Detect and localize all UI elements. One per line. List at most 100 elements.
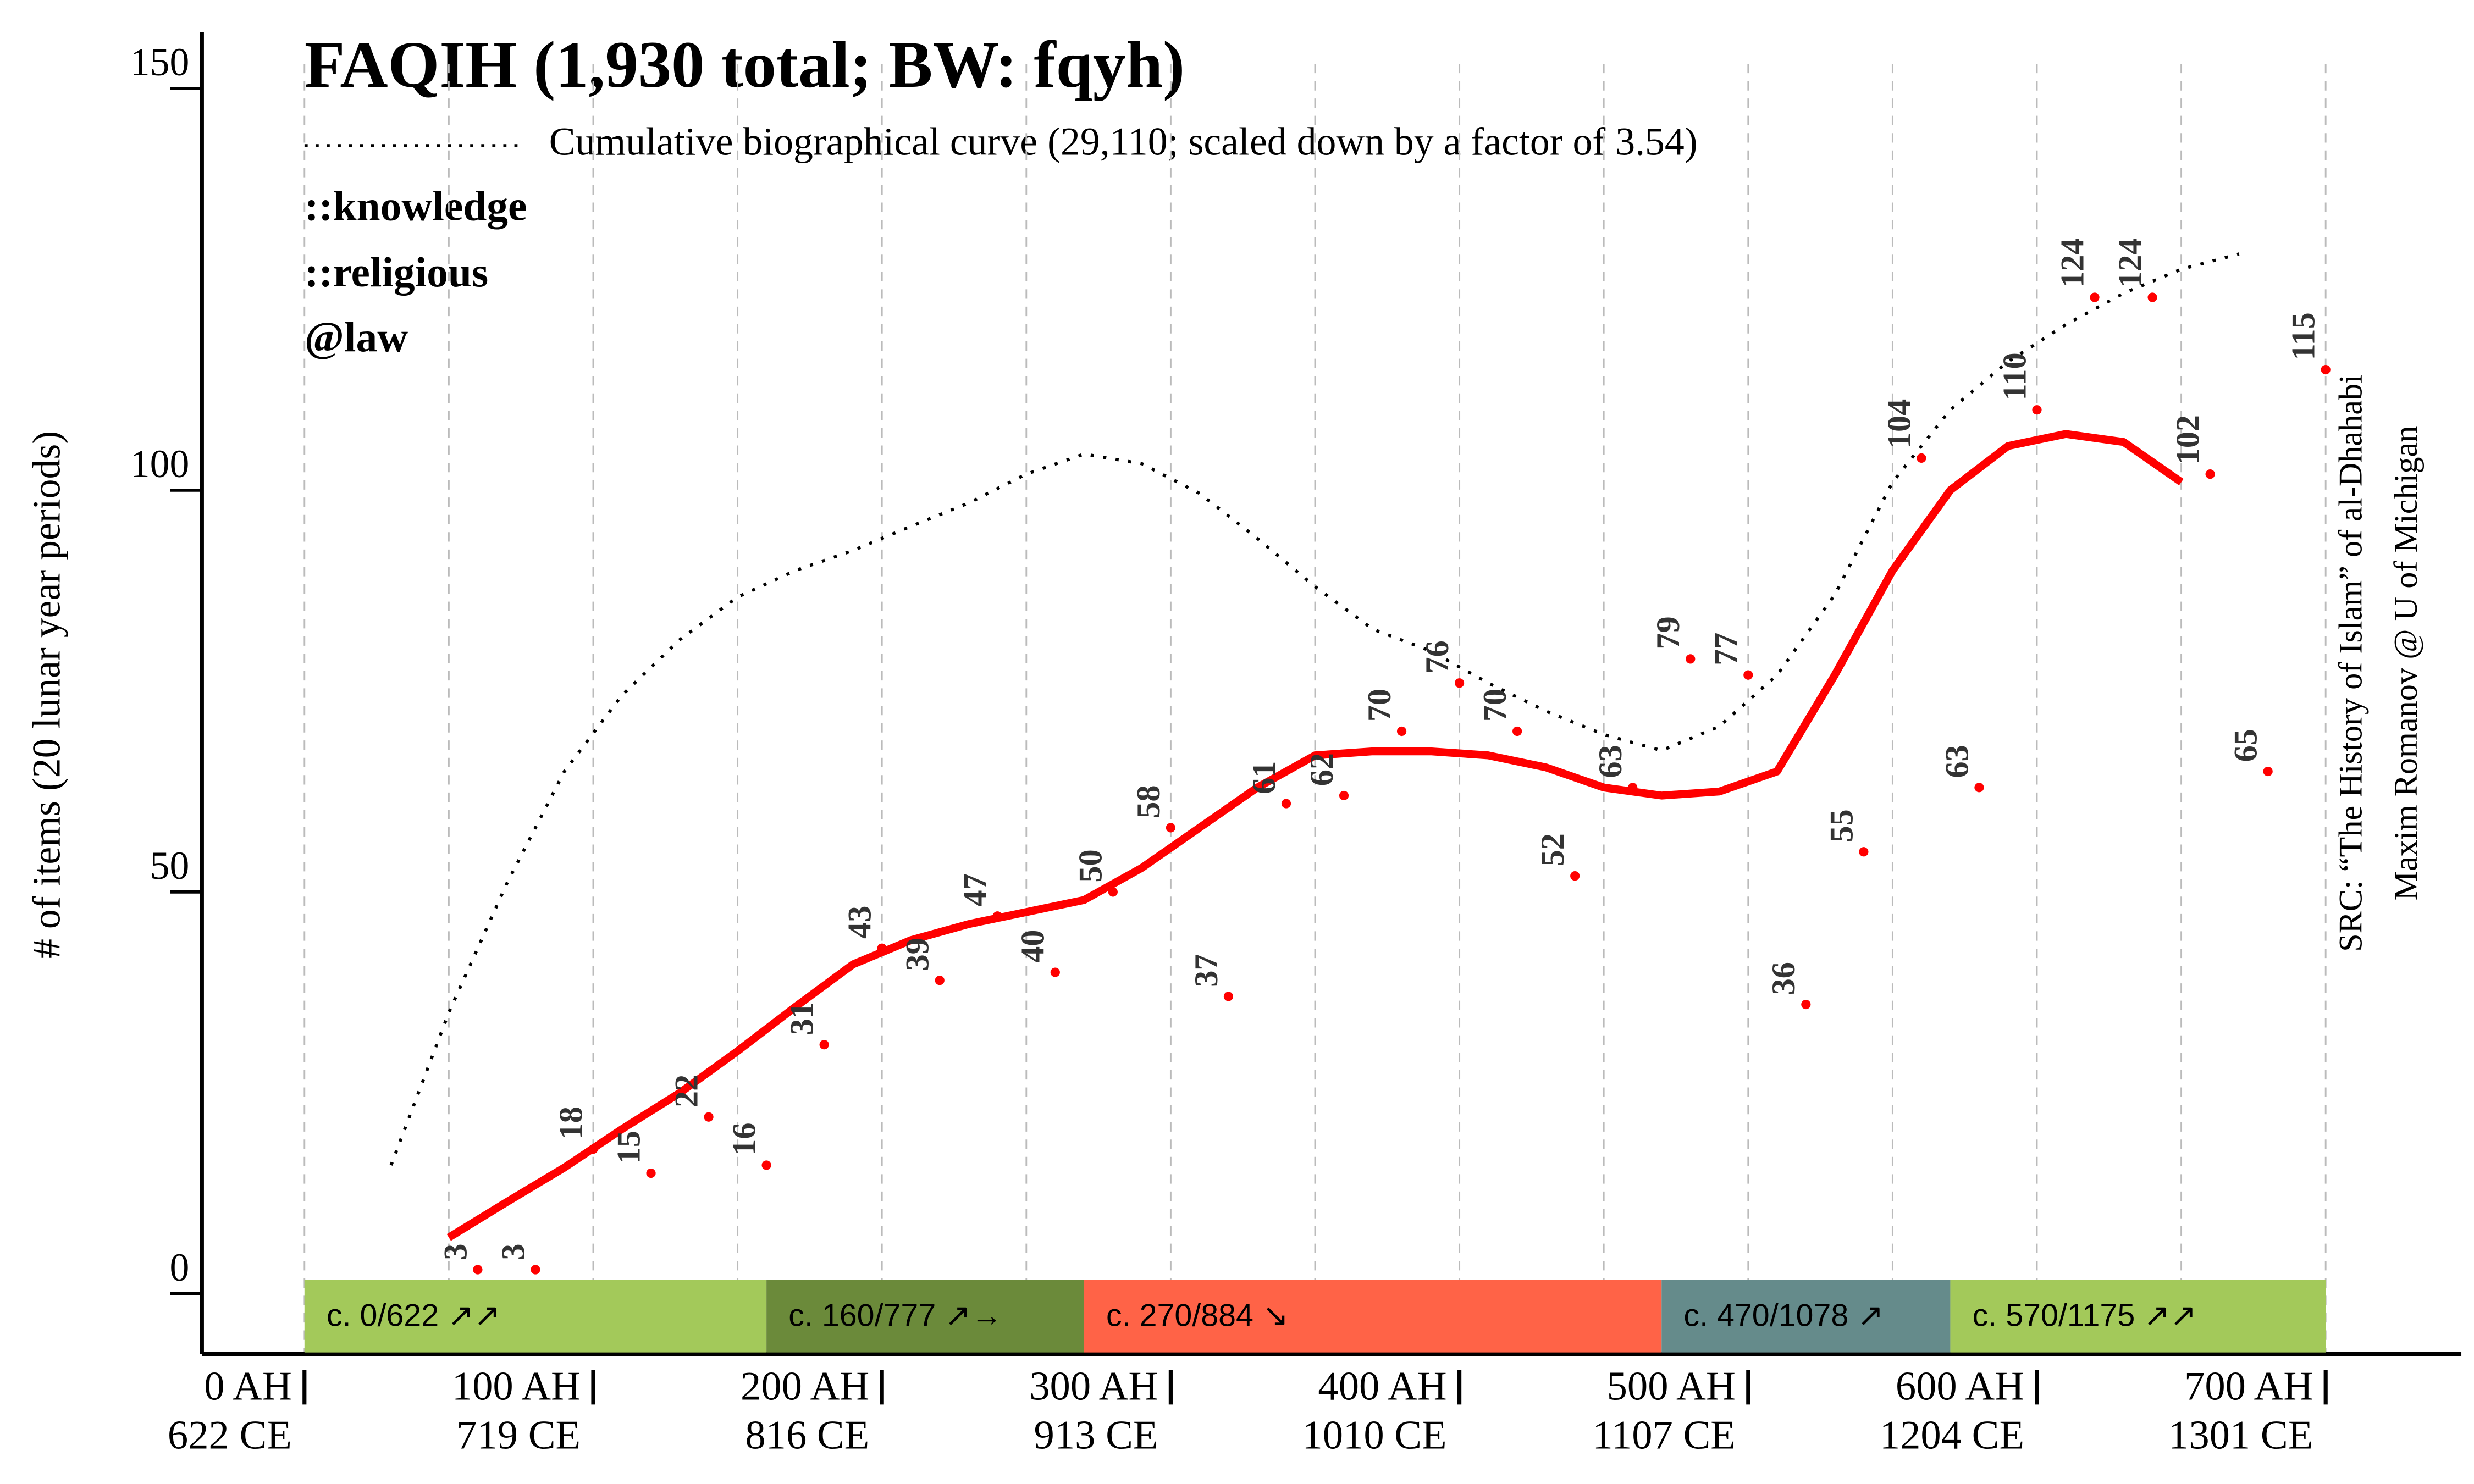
data-point: [1223, 992, 1234, 1001]
data-label: 79: [1650, 616, 1687, 649]
period-label: c. 160/777 ↗→: [788, 1298, 1002, 1333]
data-point: [1628, 783, 1638, 793]
data-label: 40: [1015, 930, 1052, 963]
data-point: [646, 1168, 656, 1178]
data-point: [1281, 799, 1291, 809]
data-label: 22: [668, 1075, 705, 1108]
period-band: [766, 1280, 1084, 1353]
data-point: [2205, 469, 2215, 479]
x-tick-label: 0 AH: [204, 1364, 292, 1409]
data-point: [1686, 654, 1696, 664]
y-tick-label: 100: [130, 442, 190, 486]
data-point: [935, 976, 945, 985]
tag: ::religious: [305, 248, 488, 296]
data-label: 18: [553, 1106, 589, 1139]
data-label: 63: [1592, 745, 1629, 778]
data-label: 102: [2170, 415, 2207, 464]
data-point: [1570, 871, 1580, 881]
y-tick-label: 150: [130, 40, 190, 84]
data-label: 70: [1361, 689, 1398, 722]
data-point: [2090, 292, 2100, 302]
data-label: 70: [1477, 689, 1514, 722]
period-label: c. 270/884 ↘: [1106, 1298, 1289, 1333]
data-label: 39: [899, 938, 936, 971]
data-point: [704, 1112, 714, 1122]
data-point: [2032, 405, 2042, 415]
data-point: [588, 1144, 598, 1154]
y-tick-label: 50: [150, 844, 190, 888]
x-tick-label: 816 CE: [745, 1413, 869, 1458]
data-label: 76: [1419, 640, 1456, 673]
period-label: c. 0/622 ↗↗: [327, 1298, 500, 1333]
data-point: [2147, 292, 2157, 302]
data-point: [1917, 453, 1926, 463]
x-tick-label: 719 CE: [456, 1413, 581, 1458]
data-point: [1050, 967, 1060, 977]
data-point: [1743, 670, 1753, 680]
period-band: [1950, 1280, 2326, 1353]
data-point: [819, 1040, 829, 1050]
data-label: 52: [1534, 833, 1571, 866]
data-label: 15: [610, 1131, 647, 1164]
data-label: 63: [1939, 745, 1975, 778]
x-tick-label: 622 CE: [168, 1413, 292, 1458]
trend-line: [446, 430, 2184, 1241]
data-label: 124: [2112, 238, 2149, 287]
data-label: 62: [1304, 753, 1340, 786]
x-tick-label: 1107 CE: [1592, 1413, 1735, 1458]
data-point: [1801, 999, 1811, 1010]
data-label: 3: [495, 1244, 532, 1260]
data-point: [1108, 887, 1118, 897]
x-tick-label: 1204 CE: [1880, 1413, 2024, 1458]
x-tick-label: 100 AH: [452, 1364, 581, 1409]
data-label: 16: [726, 1122, 763, 1155]
period-label: c. 570/1175 ↗↗: [1973, 1298, 2197, 1333]
data-label: 3: [437, 1244, 474, 1260]
data-label: 104: [1881, 399, 1918, 448]
data-label: 58: [1130, 785, 1167, 818]
data-label: 50: [1073, 849, 1109, 882]
data-label: 77: [1708, 633, 1744, 666]
source-note: Maxim Romanov @ U of Michigan: [2388, 426, 2425, 901]
legend-label: Cumulative biographical curve (29,110; s…: [549, 120, 1698, 164]
data-point: [1339, 790, 1349, 801]
data-point: [761, 1160, 771, 1170]
y-axis-label: # of items (20 lunar year periods): [24, 431, 68, 959]
period-band: [304, 1280, 767, 1353]
source-note: SRC: “The History of Islam” of al-Dhahab…: [2333, 374, 2370, 952]
data-point: [1166, 823, 1176, 833]
period-band: [1084, 1280, 1662, 1353]
x-tick-label: 500 AH: [1607, 1364, 1736, 1409]
data-label: 36: [1765, 962, 1802, 995]
x-tick-label: 1010 CE: [1302, 1413, 1446, 1458]
cumulative-line: [389, 252, 2240, 1166]
data-label: 55: [1823, 809, 1860, 842]
period-band: [1661, 1280, 1951, 1353]
data-label: 110: [1996, 352, 2033, 400]
data-point: [1454, 678, 1465, 688]
data-point: [1974, 783, 1984, 793]
data-label: 61: [1246, 761, 1283, 794]
x-tick-label: 200 AH: [741, 1364, 869, 1409]
y-tick-label: 0: [170, 1245, 190, 1289]
data-label: 115: [2285, 312, 2322, 360]
x-tick-label: 913 CE: [1034, 1413, 1158, 1458]
x-tick-label: 400 AH: [1318, 1364, 1446, 1409]
data-label: 65: [2228, 729, 2265, 762]
data-point: [1396, 726, 1407, 737]
data-label: 43: [842, 906, 879, 939]
x-tick-label: 1301 CE: [2168, 1413, 2313, 1458]
tag: ::knowledge: [305, 182, 527, 230]
x-tick-label: 300 AH: [1029, 1364, 1158, 1409]
data-point: [992, 911, 1002, 921]
x-tick-label: 700 AH: [2184, 1364, 2313, 1409]
x-tick-label: 600 AH: [1896, 1364, 2024, 1409]
data-point: [1512, 726, 1522, 737]
data-point: [473, 1265, 483, 1275]
data-point: [877, 943, 887, 953]
data-point: [2321, 364, 2331, 375]
data-label: 47: [957, 873, 994, 906]
data-point: [531, 1265, 540, 1275]
